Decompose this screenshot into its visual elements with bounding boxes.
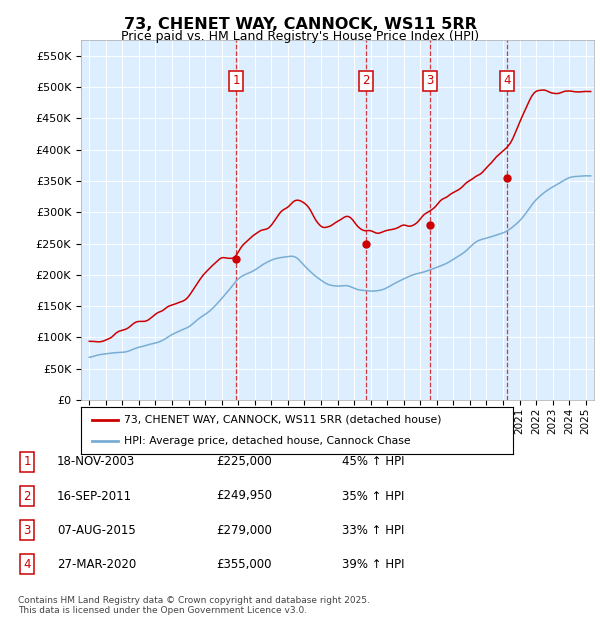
Text: 16-SEP-2011: 16-SEP-2011: [57, 490, 132, 502]
Text: 3: 3: [23, 524, 31, 536]
Text: 3: 3: [427, 74, 434, 87]
Text: 18-NOV-2003: 18-NOV-2003: [57, 456, 135, 468]
Text: 27-MAR-2020: 27-MAR-2020: [57, 558, 136, 570]
Text: 35% ↑ HPI: 35% ↑ HPI: [342, 490, 404, 502]
Text: 39% ↑ HPI: 39% ↑ HPI: [342, 558, 404, 570]
Text: £355,000: £355,000: [216, 558, 271, 570]
Text: 2: 2: [23, 490, 31, 502]
Text: 4: 4: [503, 74, 511, 87]
Text: 1: 1: [23, 456, 31, 468]
Text: £225,000: £225,000: [216, 456, 272, 468]
Text: 2: 2: [362, 74, 370, 87]
Text: 1: 1: [232, 74, 240, 87]
Text: This data is licensed under the Open Government Licence v3.0.: This data is licensed under the Open Gov…: [18, 606, 307, 615]
Text: Contains HM Land Registry data © Crown copyright and database right 2025.: Contains HM Land Registry data © Crown c…: [18, 596, 370, 605]
Text: Price paid vs. HM Land Registry's House Price Index (HPI): Price paid vs. HM Land Registry's House …: [121, 30, 479, 43]
Text: 73, CHENET WAY, CANNOCK, WS11 5RR (detached house): 73, CHENET WAY, CANNOCK, WS11 5RR (detac…: [124, 415, 442, 425]
Text: 45% ↑ HPI: 45% ↑ HPI: [342, 456, 404, 468]
Text: 33% ↑ HPI: 33% ↑ HPI: [342, 524, 404, 536]
Text: £279,000: £279,000: [216, 524, 272, 536]
Text: 4: 4: [23, 558, 31, 570]
Text: 73, CHENET WAY, CANNOCK, WS11 5RR: 73, CHENET WAY, CANNOCK, WS11 5RR: [124, 17, 476, 32]
Text: 07-AUG-2015: 07-AUG-2015: [57, 524, 136, 536]
Text: HPI: Average price, detached house, Cannock Chase: HPI: Average price, detached house, Cann…: [124, 436, 411, 446]
Text: £249,950: £249,950: [216, 490, 272, 502]
